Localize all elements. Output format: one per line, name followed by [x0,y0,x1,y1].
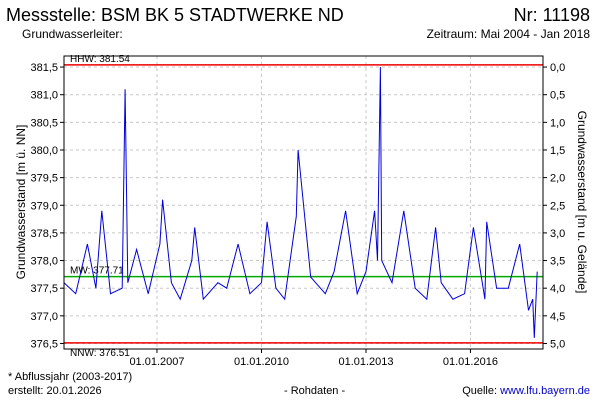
y2-tick-label: 3,0 [550,228,565,240]
x-tick-label: 01.01.2016 [443,356,498,368]
period-label: Zeitraum: Mai 2004 - Jan 2018 [426,27,590,41]
source-label: Quelle: [462,385,501,397]
y-tick-label: 377,0 [30,311,58,323]
y2-tick-label: 1,5 [550,145,565,157]
x-axis-ticks: 01.01.2007 01.01.2010 01.01.2013 01.01.2016 [129,349,498,368]
y2-tick-label: 3,5 [550,256,565,268]
x-tick-label: 01.01.2013 [338,356,393,368]
y2-tick-label: 5,0 [550,338,565,350]
y2-tick-label: 1,0 [550,117,565,129]
y-axis-label: Grundwasserstand [m ü. NN] [14,125,28,280]
y2-tick-label: 2,5 [550,200,565,212]
y-tick-label: 378,5 [30,228,58,240]
y-axis-ticks: 376,5 377,0 377,5 378,0 378,5 379,0 379,5 380,0… [30,62,64,350]
reference-label: HHW: 381.54 [70,54,130,65]
created-date: erstellt: 20.01.2026 [8,385,102,397]
y-tick-label: 376,5 [30,338,58,350]
x-tick-label: 01.01.2010 [234,356,289,368]
reference-label: NNW: 376.51 [70,348,130,359]
y-tick-label: 377,5 [30,283,58,295]
y2-tick-label: 0,0 [550,62,565,74]
y2-axis-label: Grundwasserstand [m u. Gelände] [575,111,589,294]
y-tick-label: 379,0 [30,200,58,212]
aquifer-label: Grundwasserleiter: [22,27,123,41]
y2-axis-ticks: 0,0 0,5 1,0 1,5 2,0 2,5 3,0 3,5 4,0 4,5 5,0 [543,62,565,350]
grid [64,56,543,349]
y2-tick-label: 4,5 [550,311,565,323]
y-tick-label: 380,5 [30,117,58,129]
y-tick-label: 381,0 [30,90,58,102]
y-tick-label: 378,0 [30,256,58,268]
y-tick-label: 380,0 [30,145,58,157]
station-number: Nr: 11198 [513,5,590,25]
chart-title: Messstelle: BSM BK 5 STADTWERKE ND [6,5,344,25]
y-tick-label: 381,5 [30,62,58,74]
y2-tick-label: 0,5 [550,90,565,102]
y-tick-label: 379,5 [30,173,58,185]
source-link[interactable]: www.lfu.bayern.de [500,385,590,397]
x-tick-label: 01.01.2007 [129,356,184,368]
rawdata-note: - Rohdaten - [284,385,346,397]
groundwater-series-line [63,67,538,338]
y2-tick-label: 4,0 [550,283,565,295]
y2-tick-label: 2,0 [550,173,565,185]
plot-frame [63,55,544,350]
footnote: * Abflussjahr (2003-2017) [8,371,133,383]
source: Quelle: www.lfu.bayern.de [462,385,590,397]
